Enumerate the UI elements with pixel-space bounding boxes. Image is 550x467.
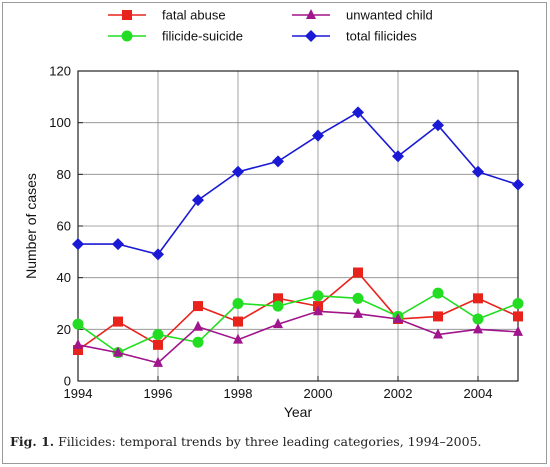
data-point (513, 325, 523, 336)
y-tick-label: 0 (64, 374, 71, 389)
legend-label: unwanted child (346, 8, 433, 23)
data-point (352, 106, 364, 119)
data-point (152, 329, 164, 340)
data-point (193, 320, 203, 331)
data-point (192, 194, 204, 207)
y-tick-label: 20 (57, 322, 71, 337)
series-line (78, 111, 519, 256)
legend-label: filicide-suicide (162, 29, 243, 44)
data-point (72, 238, 84, 251)
series-line (77, 310, 519, 364)
data-point (232, 298, 244, 309)
data-point (393, 313, 403, 323)
legend-marker (305, 30, 317, 42)
data-point (472, 165, 484, 178)
data-point (72, 318, 84, 330)
ticks: 0 20 40 60 80 100 120 1994 1996 1998 2000 2002 2004 (49, 64, 492, 402)
data-point (473, 323, 483, 334)
data-point (153, 356, 163, 367)
data-point (193, 301, 203, 312)
data-point (233, 316, 243, 327)
legend-marker (122, 10, 132, 20)
y-tick-label: 60 (57, 219, 71, 234)
series-unwanted-child (73, 305, 523, 367)
legend-marker (121, 30, 133, 42)
data-point (112, 238, 124, 251)
x-tick-label: 2002 (384, 386, 413, 401)
data-point (432, 287, 444, 299)
data-point (433, 311, 443, 322)
data-point (473, 293, 483, 304)
legend-item: filicide-suicide (108, 29, 243, 44)
data-point (512, 178, 524, 191)
data-point (513, 311, 523, 322)
data-point (152, 248, 164, 261)
legend-label: fatal abuse (162, 8, 226, 23)
data-point (73, 338, 83, 349)
data-point (353, 307, 363, 318)
figure-caption: Fig. 1. Filicides: temporal trends by th… (10, 434, 545, 449)
legend: fatal abuse filicide-suicide unwanted chil… (108, 8, 433, 44)
data-point (472, 313, 484, 325)
x-tick-label: 1994 (64, 386, 93, 401)
x-tick-label: 1998 (224, 386, 253, 401)
y-tick-label: 100 (49, 115, 71, 130)
caption-label: Fig. 1. (10, 434, 55, 449)
series-line (77, 292, 519, 354)
legend-label: total filicides (346, 29, 417, 44)
data-point (113, 346, 123, 357)
y-tick-label: 120 (49, 64, 71, 79)
series-filicide-suicide (72, 287, 524, 359)
data-point (272, 300, 284, 312)
data-point (233, 333, 243, 344)
data-point (232, 165, 244, 178)
x-tick-label: 1996 (144, 386, 173, 401)
data-point (432, 119, 444, 132)
data-point (353, 267, 363, 278)
data-point (352, 292, 364, 304)
x-axis-title: Year (284, 404, 313, 420)
legend-item: unwanted child (292, 8, 433, 23)
data-point (313, 305, 323, 316)
data-point (392, 150, 404, 163)
legend-marker (306, 9, 316, 19)
series (72, 106, 524, 367)
y-axis-title: Number of cases (23, 173, 39, 279)
data-point (273, 293, 283, 304)
data-point (312, 129, 324, 142)
x-tick-label: 2004 (464, 386, 493, 401)
series-line (77, 271, 519, 351)
x-tick-label: 2000 (304, 386, 333, 401)
data-point (433, 328, 443, 339)
data-point (113, 316, 123, 327)
data-point (192, 336, 204, 348)
data-point (273, 318, 283, 329)
series-total-filicides (72, 106, 524, 261)
legend-item: fatal abuse (108, 8, 226, 23)
grid (77, 70, 518, 382)
caption-text: Filicides: temporal trends by three lead… (58, 434, 482, 449)
data-point (272, 155, 284, 168)
data-point (73, 345, 83, 355)
data-point (312, 290, 324, 302)
y-tick-label: 40 (57, 270, 71, 285)
data-point (512, 298, 524, 309)
legend-item: total filicides (292, 29, 417, 44)
data-point (153, 339, 163, 350)
y-tick-label: 80 (57, 167, 71, 182)
